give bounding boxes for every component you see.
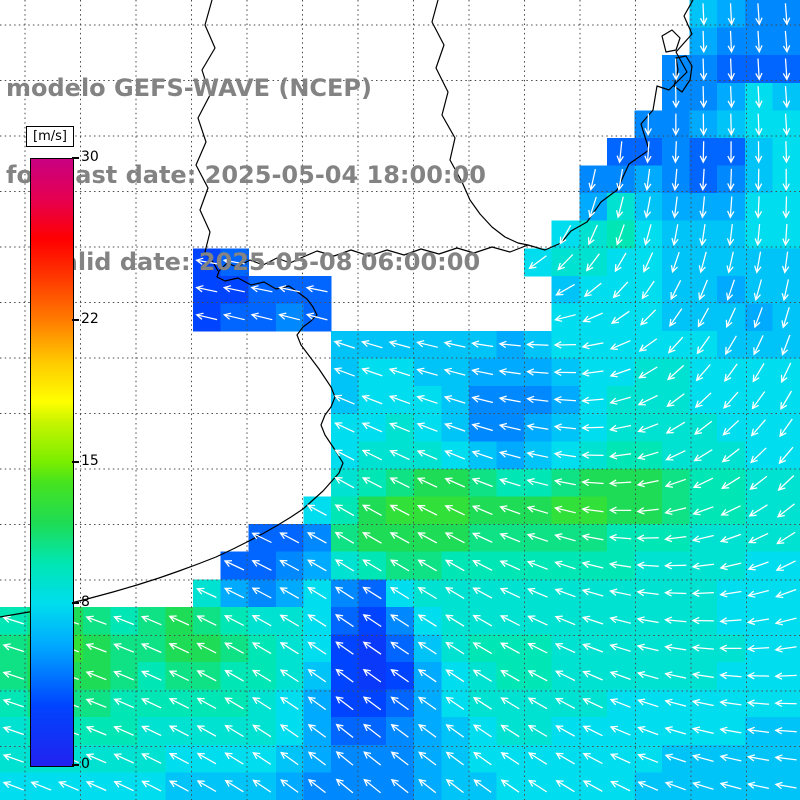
colorbar-tick-label: 30 xyxy=(81,149,99,165)
colorbar-tick-label: 22 xyxy=(81,310,99,327)
coastline xyxy=(431,0,529,246)
colorbar-tick-mark xyxy=(72,460,79,463)
colorbar-tick-mark xyxy=(72,157,79,159)
colorbar-tick-mark xyxy=(72,318,79,321)
model-title: modelo GEFS-WAVE (NCEP) xyxy=(6,74,372,102)
header: modelo GEFS-WAVE (NCEP) forecast date: 2… xyxy=(6,16,486,335)
colorbar-tick-label: 8 xyxy=(81,594,90,611)
colorbar xyxy=(30,158,74,767)
forecast-date: forecast date: 2025-05-04 18:00:00 xyxy=(6,161,486,189)
colorbar-tick-label: 0 xyxy=(81,756,90,772)
coastline xyxy=(195,0,219,272)
colorbar-tick-mark xyxy=(72,602,79,605)
colorbar-unit-label: [m/s] xyxy=(26,126,74,147)
valid-date: valid date: 2025-05-08 06:00:00 xyxy=(46,248,481,276)
coastline xyxy=(0,0,694,618)
colorbar-tick-label: 15 xyxy=(81,452,99,469)
colorbar-tick-mark xyxy=(72,764,79,766)
coastline xyxy=(661,29,693,93)
wind-direction-arrows xyxy=(2,3,797,794)
